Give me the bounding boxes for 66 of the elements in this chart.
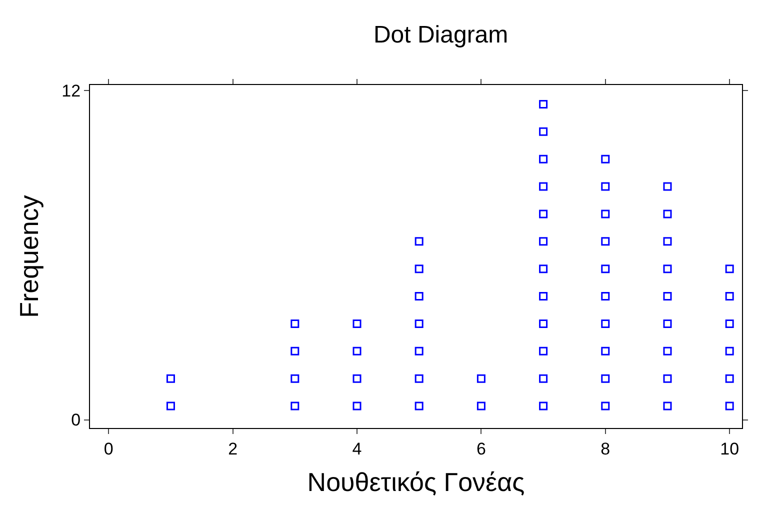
point xyxy=(166,402,175,410)
point xyxy=(601,346,610,356)
point xyxy=(539,346,548,356)
x-tick-label: 2 xyxy=(228,439,238,458)
point xyxy=(539,319,548,328)
x-tick-label: 8 xyxy=(600,439,610,458)
point xyxy=(290,319,300,328)
x-tick-label: 4 xyxy=(352,439,362,458)
point xyxy=(290,374,300,383)
y-tick-label: 12 xyxy=(62,81,81,100)
point xyxy=(663,402,672,410)
point xyxy=(725,374,734,383)
chart-title: Dot Diagram xyxy=(373,21,508,48)
point xyxy=(539,100,548,108)
x-tick-label: 10 xyxy=(720,439,740,458)
point xyxy=(290,402,300,410)
point xyxy=(166,374,175,383)
point xyxy=(725,264,734,274)
point xyxy=(414,402,424,410)
point xyxy=(539,154,548,164)
point xyxy=(539,402,548,410)
point xyxy=(414,264,424,274)
point xyxy=(663,346,672,356)
point xyxy=(601,237,610,246)
point xyxy=(663,182,672,191)
point xyxy=(414,319,424,328)
point xyxy=(601,182,610,191)
point xyxy=(601,210,610,218)
point xyxy=(601,292,610,301)
point xyxy=(290,346,300,356)
point xyxy=(414,292,424,301)
point xyxy=(663,264,672,274)
point xyxy=(725,346,734,356)
point xyxy=(352,319,362,328)
point xyxy=(539,127,548,136)
point xyxy=(539,182,548,191)
x-tick-label: 0 xyxy=(104,439,114,458)
point xyxy=(476,374,486,383)
point xyxy=(414,237,424,246)
point xyxy=(725,402,734,410)
point xyxy=(663,374,672,383)
point xyxy=(476,402,486,410)
point xyxy=(539,264,548,274)
y-axis-title: Frequency xyxy=(14,195,44,318)
point xyxy=(539,292,548,301)
point xyxy=(539,374,548,383)
point xyxy=(725,319,734,328)
x-tick-label: 6 xyxy=(476,439,486,458)
point xyxy=(539,210,548,218)
point xyxy=(352,346,362,356)
point xyxy=(601,319,610,328)
point xyxy=(663,210,672,218)
point xyxy=(725,292,734,301)
point xyxy=(601,374,610,383)
point xyxy=(663,319,672,328)
point xyxy=(663,237,672,246)
point xyxy=(352,402,362,410)
point xyxy=(539,237,548,246)
point xyxy=(601,264,610,274)
point xyxy=(601,154,610,164)
point xyxy=(663,292,672,301)
point xyxy=(414,374,424,383)
point xyxy=(601,402,610,410)
point xyxy=(352,374,362,383)
point xyxy=(414,346,424,356)
x-axis-title: Νουθετικός Γονέας xyxy=(307,467,525,498)
